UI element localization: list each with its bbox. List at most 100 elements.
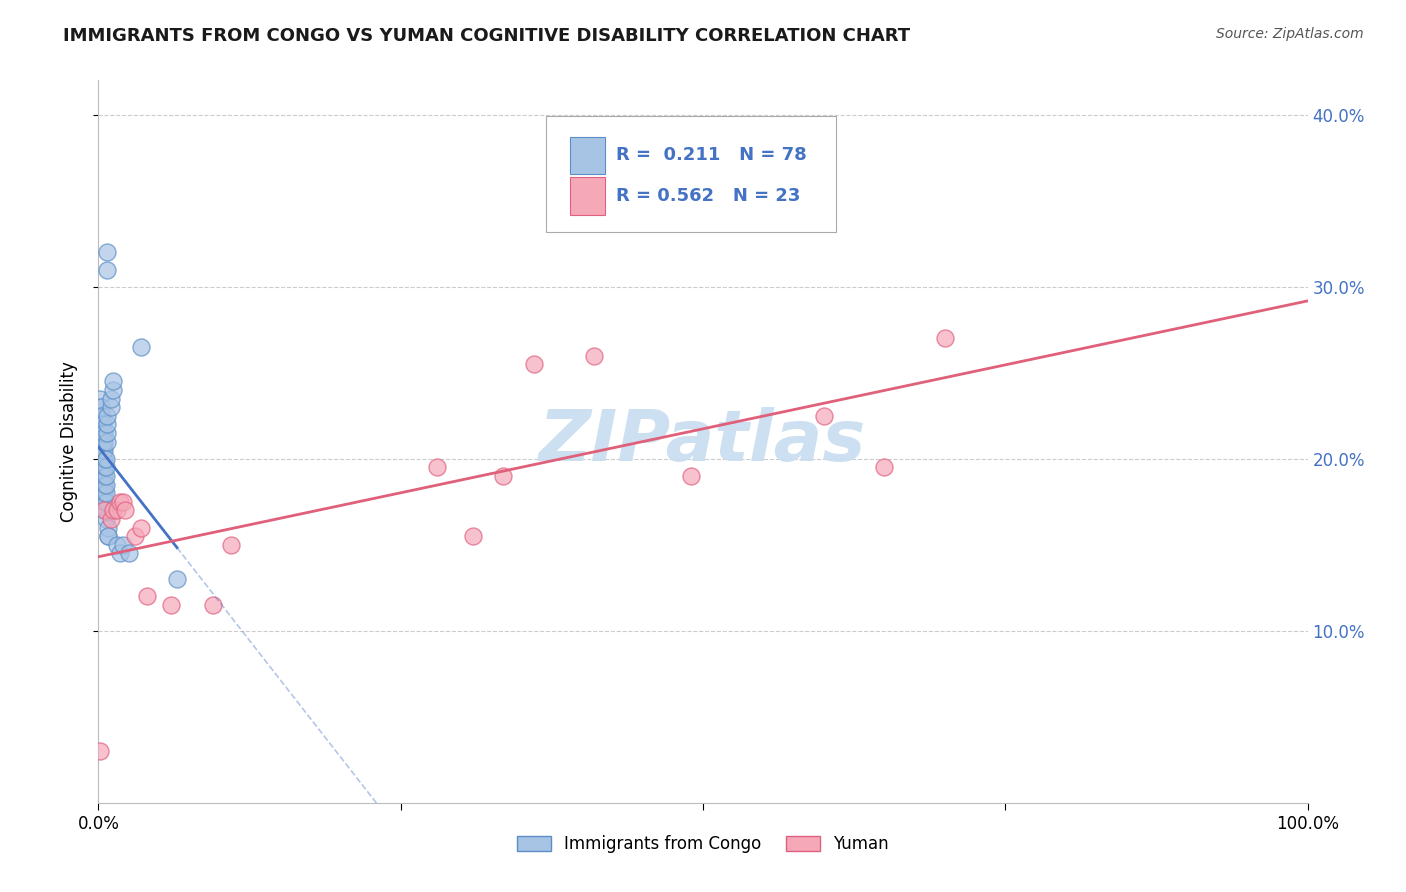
Point xyxy=(91,425,114,440)
Point xyxy=(97,529,120,543)
Point xyxy=(101,503,124,517)
Point xyxy=(463,529,485,543)
Point xyxy=(89,434,111,449)
Point xyxy=(91,417,114,432)
Point xyxy=(96,262,118,277)
Text: IMMIGRANTS FROM CONGO VS YUMAN COGNITIVE DISABILITY CORRELATION CHART: IMMIGRANTS FROM CONGO VS YUMAN COGNITIVE… xyxy=(63,27,911,45)
Point xyxy=(91,460,114,475)
Point xyxy=(91,486,114,500)
Point xyxy=(813,409,835,423)
Point xyxy=(90,417,112,432)
Point xyxy=(90,443,112,458)
Point xyxy=(97,529,120,543)
Point xyxy=(934,331,956,345)
Point xyxy=(90,409,112,423)
Point xyxy=(114,503,136,517)
Point xyxy=(523,357,546,371)
Point xyxy=(96,245,118,260)
Point xyxy=(93,469,115,483)
Point xyxy=(93,451,115,466)
Y-axis label: Cognitive Disability: Cognitive Disability xyxy=(59,361,77,522)
Point xyxy=(93,477,115,491)
Point xyxy=(91,469,114,483)
Point xyxy=(94,494,117,508)
Point xyxy=(97,520,120,534)
Point xyxy=(91,425,114,440)
Point xyxy=(91,434,114,449)
Point xyxy=(105,538,128,552)
Point xyxy=(89,460,111,475)
Point xyxy=(90,434,112,449)
Point xyxy=(91,477,114,491)
Point xyxy=(221,538,243,552)
Point xyxy=(89,409,111,423)
Point xyxy=(90,425,112,440)
Point xyxy=(583,349,606,363)
Point xyxy=(118,546,141,560)
Text: R = 0.562   N = 23: R = 0.562 N = 23 xyxy=(616,187,800,205)
Point xyxy=(129,340,152,354)
Point xyxy=(93,434,115,449)
Point xyxy=(108,546,131,560)
Point xyxy=(124,529,146,543)
Point xyxy=(91,417,114,432)
Point xyxy=(89,469,111,483)
Point xyxy=(89,400,111,414)
Point xyxy=(94,460,117,475)
Point xyxy=(90,460,112,475)
Point xyxy=(89,744,111,758)
Point xyxy=(135,590,157,604)
Point xyxy=(101,383,124,397)
Point xyxy=(96,425,118,440)
Point xyxy=(94,477,117,491)
Point xyxy=(91,477,114,491)
FancyBboxPatch shape xyxy=(569,136,605,174)
Text: Source: ZipAtlas.com: Source: ZipAtlas.com xyxy=(1216,27,1364,41)
Point xyxy=(90,400,112,414)
Point xyxy=(93,460,115,475)
Point xyxy=(91,486,114,500)
Point xyxy=(101,375,124,389)
Point xyxy=(89,392,111,406)
Legend: Immigrants from Congo, Yuman: Immigrants from Congo, Yuman xyxy=(510,828,896,860)
Point xyxy=(91,451,114,466)
Point xyxy=(89,443,111,458)
Point xyxy=(111,494,134,508)
Point xyxy=(94,469,117,483)
Point xyxy=(91,494,114,508)
Point xyxy=(90,477,112,491)
Point xyxy=(94,486,117,500)
Point xyxy=(108,494,131,508)
Point xyxy=(91,460,114,475)
Point xyxy=(91,409,114,423)
Point xyxy=(91,451,114,466)
Point xyxy=(96,417,118,432)
Point xyxy=(90,469,112,483)
Point xyxy=(202,598,225,612)
Point xyxy=(111,538,134,552)
Point xyxy=(679,469,702,483)
Point xyxy=(166,572,188,586)
Point xyxy=(873,460,896,475)
Point xyxy=(91,443,114,458)
Point xyxy=(93,486,115,500)
Point xyxy=(93,425,115,440)
Point xyxy=(129,520,152,534)
FancyBboxPatch shape xyxy=(569,178,605,215)
Point xyxy=(91,443,114,458)
Point xyxy=(89,451,111,466)
Point xyxy=(96,434,118,449)
Point xyxy=(89,417,111,432)
Point xyxy=(94,512,117,526)
Text: R =  0.211   N = 78: R = 0.211 N = 78 xyxy=(616,146,807,164)
Text: ZIPatlas: ZIPatlas xyxy=(540,407,866,476)
Point xyxy=(96,409,118,423)
Point xyxy=(426,460,449,475)
Point xyxy=(160,598,183,612)
Point xyxy=(94,451,117,466)
Point xyxy=(93,503,115,517)
Point xyxy=(93,503,115,517)
Point xyxy=(105,503,128,517)
Point xyxy=(100,400,122,414)
Point xyxy=(91,434,114,449)
